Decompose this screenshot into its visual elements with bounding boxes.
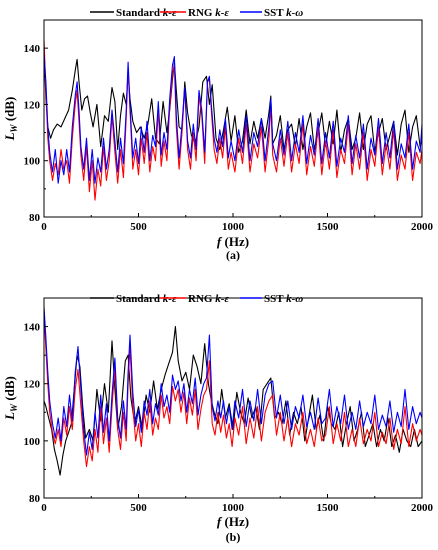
y-axis-subscript: W <box>9 123 19 132</box>
x-tick-label: 1000 <box>222 502 245 514</box>
y-axis-title: LW (dB) <box>2 97 19 142</box>
y-axis-symbol: L <box>2 412 17 421</box>
legend-name: Standard <box>116 7 163 19</box>
legend: Standard k-ε RNG k-ε SST k-ω <box>90 7 303 19</box>
series-line-2 <box>43 39 423 201</box>
x-tick-label: 500 <box>130 221 147 233</box>
legend-label-3: SST k-ω <box>264 293 303 305</box>
y-tick-label: 100 <box>24 156 41 168</box>
y-tick-label: 140 <box>24 322 41 334</box>
x-axis-symbol: f <box>217 234 223 249</box>
legend-name: SST <box>264 293 286 305</box>
chart-panel-1: 0 500 1000 1500 2000 80 100 120 140 f (Hz)(a) LW (… <box>2 7 434 262</box>
x-axis-title: f (Hz) <box>217 514 249 529</box>
plot-frame <box>43 19 423 218</box>
legend-label-2: RNG k-ε <box>188 293 229 305</box>
y-tick-label: 100 <box>24 436 41 448</box>
y-axis-subscript: W <box>9 403 19 412</box>
legend-label-3: SST k-ω <box>264 7 303 19</box>
legend-name: RNG <box>188 293 215 305</box>
y-axis-symbol: L <box>2 132 17 141</box>
y-tick-label: 80 <box>29 212 41 224</box>
legend-name: RNG <box>188 7 215 19</box>
legend: Standard k-ε RNG k-ε SST k-ω <box>90 293 303 305</box>
x-axis-title: f (Hz) <box>217 234 249 249</box>
legend-model: k-ε <box>215 293 229 305</box>
legend-model: k-ε <box>163 7 177 19</box>
legend-model: k-ω <box>286 7 303 19</box>
series-line-2 <box>43 312 423 468</box>
y-axis-unit: (dB) <box>2 97 17 125</box>
legend-name: SST <box>264 7 286 19</box>
x-axis-symbol: f <box>217 514 223 529</box>
legend-model: k-ε <box>163 293 177 305</box>
y-tick-label: 120 <box>24 99 41 111</box>
y-tick-label: 80 <box>29 493 41 505</box>
x-tick-label: 1000 <box>222 221 245 233</box>
x-tick-label: 0 <box>41 502 47 514</box>
x-tick-label: 2000 <box>411 221 434 233</box>
series-line-3 <box>43 53 423 184</box>
x-tick-label: 2000 <box>411 502 434 514</box>
y-axis-title: LW (dB) <box>2 376 19 421</box>
legend-model: k-ε <box>215 7 229 19</box>
panel-label: (a) <box>226 248 240 262</box>
series-line-3 <box>43 306 423 456</box>
x-axis-unit: (Hz) <box>221 514 249 529</box>
y-axis-unit: (dB) <box>2 376 17 404</box>
x-axis-unit: (Hz) <box>221 234 249 249</box>
legend-label-1: Standard k-ε <box>116 293 177 305</box>
x-tick-label: 1500 <box>317 221 340 233</box>
legend-name: Standard <box>116 293 163 305</box>
series-line-1 <box>43 326 423 476</box>
series-line-1 <box>43 48 423 156</box>
y-tick-label: 120 <box>24 379 41 391</box>
x-tick-label: 500 <box>130 502 147 514</box>
chart-panel-2: 0 500 1000 1500 2000 80 100 120 140 f (Hz)(b) LW (… <box>2 293 434 544</box>
x-tick-label: 0 <box>41 221 47 233</box>
legend-label-2: RNG k-ε <box>188 7 229 19</box>
legend-model: k-ω <box>286 293 303 305</box>
panel-label: (b) <box>226 530 241 544</box>
x-tick-label: 1500 <box>317 502 340 514</box>
legend-label-1: Standard k-ε <box>116 7 177 19</box>
y-tick-label: 140 <box>24 43 41 55</box>
